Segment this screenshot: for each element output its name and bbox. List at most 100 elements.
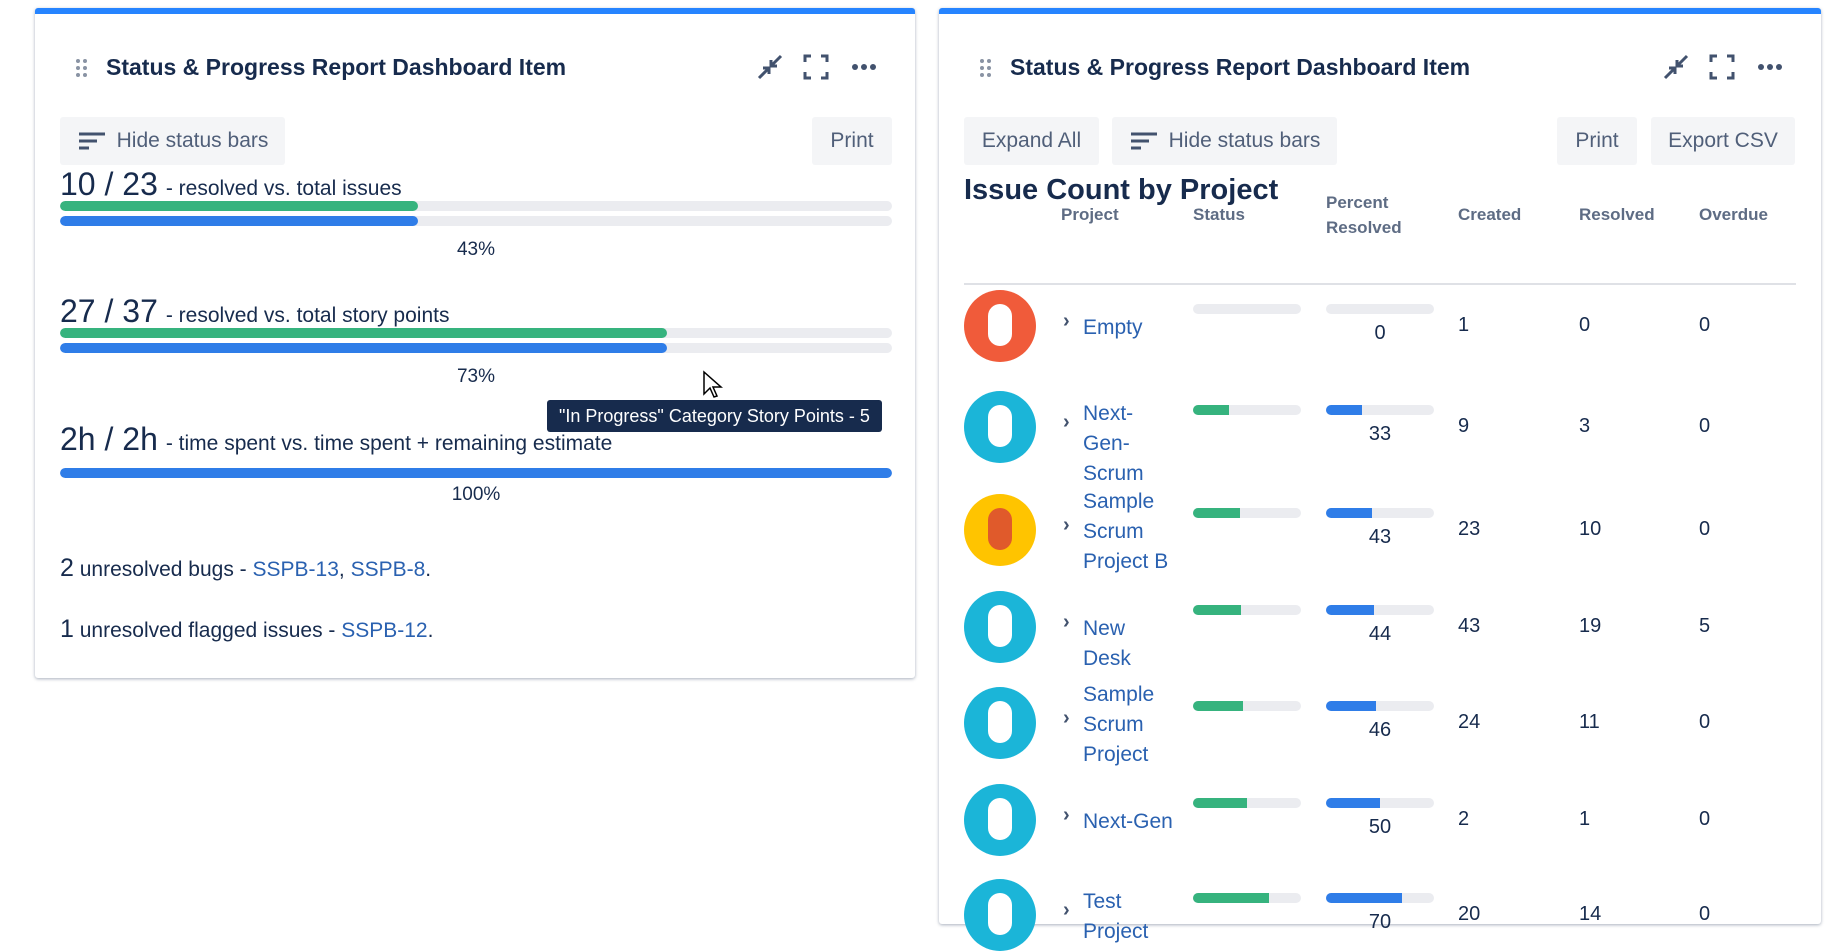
project-name[interactable]: Next-Gen bbox=[1083, 810, 1173, 833]
issue-link[interactable]: SSPB-12 bbox=[341, 619, 428, 642]
percent-label: 73% bbox=[456, 366, 496, 387]
summary-text: . bbox=[425, 558, 432, 581]
status-bar bbox=[1193, 405, 1229, 415]
progress-track bbox=[60, 468, 892, 478]
overdue-count: 0 bbox=[1699, 314, 1711, 336]
progress-bar bbox=[60, 328, 668, 338]
created-count: 9 bbox=[1458, 415, 1470, 437]
created-count: 24 bbox=[1458, 711, 1481, 733]
percent-bar bbox=[1326, 405, 1362, 415]
summary-text: 2 bbox=[60, 554, 74, 582]
print-button[interactable]: Print bbox=[812, 117, 892, 165]
export-csv-button[interactable]: Export CSV bbox=[1651, 117, 1795, 165]
issue-link[interactable]: SSPB-8 bbox=[350, 558, 426, 581]
overdue-count: 5 bbox=[1699, 615, 1711, 637]
percent-track bbox=[1326, 405, 1434, 415]
percent-value: 33 bbox=[1368, 423, 1392, 445]
resolved-count: 0 bbox=[1579, 314, 1591, 336]
avatar-glyph bbox=[988, 701, 1012, 743]
right-panel: Status & Progress Report Dashboard Item … bbox=[939, 8, 1821, 951]
status-track bbox=[1193, 893, 1301, 903]
status-bar bbox=[1193, 508, 1240, 518]
avatar-glyph bbox=[988, 893, 1012, 935]
progress-track bbox=[60, 216, 892, 226]
column-header[interactable]: Project bbox=[1061, 205, 1119, 224]
resolved-count: 10 bbox=[1579, 518, 1602, 540]
metric-line: 10 / 23 - resolved vs. total issues bbox=[60, 166, 402, 203]
percent-bar bbox=[1326, 701, 1376, 711]
progress-bar bbox=[60, 468, 892, 478]
project-name[interactable]: Test Project bbox=[1083, 890, 1149, 943]
table-title: Issue Count by Project bbox=[964, 174, 1279, 206]
expand-all-button[interactable]: Expand All bbox=[964, 117, 1099, 165]
percent-bar bbox=[1326, 893, 1402, 903]
resolved-count: 11 bbox=[1579, 711, 1600, 733]
progress-bar bbox=[60, 343, 668, 353]
progress-track bbox=[60, 328, 892, 338]
drag-handle bbox=[76, 59, 87, 77]
created-count: 1 bbox=[1458, 314, 1470, 336]
project-name[interactable]: Empty bbox=[1083, 316, 1143, 339]
overdue-count: 0 bbox=[1699, 808, 1711, 830]
panel-actions[interactable] bbox=[755, 52, 895, 82]
button-label: Export CSV bbox=[1668, 129, 1778, 152]
header-divider bbox=[964, 283, 1796, 285]
project-name[interactable]: New Desk bbox=[1083, 617, 1131, 670]
issue-link[interactable]: SSPB-13 bbox=[252, 558, 339, 581]
percent-track bbox=[1326, 798, 1434, 808]
column-header[interactable]: Overdue bbox=[1699, 205, 1768, 224]
project-name[interactable]: Next-Gen-Scrum bbox=[1083, 402, 1144, 485]
hide-status-button[interactable]: Hide status bars bbox=[60, 117, 285, 165]
column-header[interactable]: Created bbox=[1458, 205, 1522, 224]
project-name[interactable]: Sample Scrum Project bbox=[1083, 683, 1155, 766]
resolved-count: 1 bbox=[1579, 808, 1591, 830]
expand-chevron: › bbox=[1063, 804, 1070, 826]
project-avatar bbox=[964, 290, 1036, 362]
button-label: Print bbox=[1575, 129, 1619, 152]
metric-value: 10 / 23 bbox=[60, 166, 158, 202]
overdue-count: 0 bbox=[1699, 518, 1711, 540]
drag-handle bbox=[980, 59, 991, 77]
print-button[interactable]: Print bbox=[1557, 117, 1637, 165]
percent-label: 100% bbox=[451, 484, 501, 505]
column-header[interactable]: Resolved bbox=[1579, 205, 1655, 224]
metric-value: 27 / 37 bbox=[60, 293, 158, 329]
project-avatar bbox=[964, 391, 1036, 463]
percent-track bbox=[1326, 304, 1434, 314]
project-avatar bbox=[964, 784, 1036, 856]
metric-value: 2h / 2h bbox=[60, 421, 158, 457]
metric-text: - time spent vs. time spent + remaining … bbox=[165, 432, 613, 455]
created-count: 23 bbox=[1458, 518, 1481, 540]
overdue-count: 0 bbox=[1699, 903, 1711, 925]
page: {"left":{"title":"Status & Progress Repo… bbox=[35, 8, 1821, 951]
summary-text: , bbox=[338, 558, 351, 581]
project-name[interactable]: Sample Scrum Project B bbox=[1083, 490, 1169, 573]
status-bar bbox=[1193, 798, 1247, 808]
created-count: 43 bbox=[1458, 615, 1481, 637]
panel-actions[interactable] bbox=[1661, 52, 1801, 82]
percent-track bbox=[1326, 701, 1434, 711]
panel-title: Status & Progress Report Dashboard Item bbox=[106, 54, 567, 80]
overdue-count: 0 bbox=[1699, 711, 1711, 733]
status-bar bbox=[1193, 893, 1269, 903]
percent-value: 0 bbox=[1374, 322, 1386, 344]
column-header[interactable]: Percent Resolved bbox=[1326, 193, 1402, 237]
hide-status-button[interactable]: Hide status bars bbox=[1112, 117, 1337, 165]
metric-text: - resolved vs. total story points bbox=[165, 304, 450, 327]
percent-track bbox=[1326, 893, 1434, 903]
status-bar bbox=[1193, 605, 1241, 615]
percent-value: 43 bbox=[1368, 526, 1392, 548]
expand-chevron: › bbox=[1063, 310, 1070, 332]
avatar-glyph bbox=[988, 508, 1012, 550]
column-header[interactable]: Status bbox=[1193, 205, 1245, 224]
percent-value: 70 bbox=[1368, 911, 1392, 933]
created-count: 2 bbox=[1458, 808, 1470, 830]
expand-chevron: › bbox=[1063, 611, 1070, 633]
summary-text: 1 bbox=[60, 615, 74, 643]
status-track bbox=[1193, 605, 1301, 615]
expand-chevron: › bbox=[1063, 899, 1070, 921]
summary-text: unresolved flagged issues - bbox=[73, 619, 342, 642]
status-track bbox=[1193, 701, 1301, 711]
project-avatar bbox=[964, 494, 1036, 566]
avatar-glyph bbox=[988, 304, 1012, 346]
